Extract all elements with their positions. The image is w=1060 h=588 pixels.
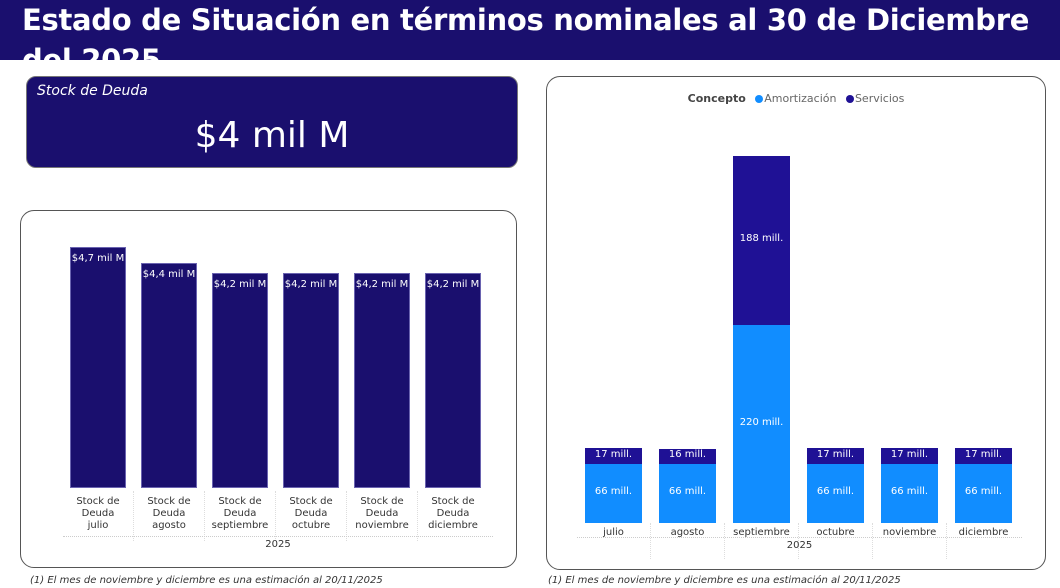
- bar-data-label: 66 mill.: [964, 486, 1003, 498]
- x-axis-label-line: Deuda: [294, 508, 328, 519]
- stock-deuda-card: Stock de Deuda $4 mil M: [26, 76, 518, 168]
- x-axis-label-line: Stock de: [218, 496, 262, 507]
- x-axis-label-line: Stock de: [289, 496, 333, 507]
- kpi-value: $4 mil M: [194, 115, 350, 156]
- stack-bar-servicios: 188 mill.: [733, 155, 790, 325]
- x-axis-label: Stock de Deuda diciembre: [415, 496, 491, 532]
- stack-bar-amortizacion: 66 mill.: [955, 463, 1012, 523]
- legend-dot-servicios: [845, 95, 854, 103]
- bar-data-label: $4,2 mil M: [426, 278, 480, 290]
- x-axis-label-line: Deuda: [436, 508, 470, 519]
- footnote-right: (1) El mes de noviembre y diciembre es u…: [548, 575, 901, 586]
- bar-data-label: 17 mill.: [964, 448, 1003, 460]
- category-divider: [872, 523, 873, 559]
- stock-bar: $4,4 mil M: [141, 262, 197, 488]
- axis-divider: [63, 536, 493, 537]
- bar-data-label: 66 mill.: [668, 486, 707, 498]
- x-axis-label-line: septiembre: [211, 520, 269, 531]
- stock-bar: $4,2 mil M: [212, 272, 268, 488]
- bar-data-label: $4,4 mil M: [142, 268, 196, 280]
- legend-dot-amortizacion: [755, 95, 764, 103]
- x-axis-label-line: Deuda: [365, 508, 399, 519]
- stack-bar-servicios: 16 mill.: [659, 449, 716, 464]
- x-axis-label-line: diciembre: [428, 520, 478, 531]
- bar-data-label: 17 mill.: [816, 448, 855, 460]
- x-axis-label: Stock de Deuda agosto: [131, 496, 207, 532]
- x-axis-label: julio: [603, 527, 624, 538]
- category-divider: [204, 491, 205, 541]
- stack-bar-amortizacion: 66 mill.: [585, 463, 642, 523]
- x-axis-label: Stock de Deuda octubre: [273, 496, 349, 532]
- category-divider: [946, 523, 947, 559]
- stack-bar-servicios: 17 mill.: [881, 448, 938, 464]
- stack-bar-servicios: 17 mill.: [955, 448, 1012, 464]
- stack-bar-amortizacion: 220 mill.: [733, 325, 790, 523]
- stack-bar-amortizacion: 66 mill.: [659, 463, 716, 523]
- bar-data-label: 17 mill.: [594, 448, 633, 460]
- category-divider: [275, 491, 276, 541]
- stock-deuda-chart: $4,7 mil M Stock de Deuda julio $4,4 mil M St…: [20, 210, 517, 568]
- group-label: 2025: [786, 540, 813, 551]
- bar-data-label: 66 mill.: [890, 486, 929, 498]
- category-divider: [417, 491, 418, 541]
- stock-bar: $4,2 mil M: [283, 272, 339, 488]
- x-axis-label: Stock de Deuda septiembre: [202, 496, 278, 532]
- x-axis-label-line: octubre: [291, 520, 331, 531]
- stack-bar-servicios: 17 mill.: [807, 448, 864, 464]
- bar-data-label: 220 mill.: [739, 417, 784, 428]
- legend-servicios[interactable]: Servicios: [854, 92, 905, 105]
- x-axis-label: diciembre: [958, 527, 1009, 538]
- bar-data-label: 16 mill.: [668, 449, 707, 461]
- bar-data-label: $4,7 mil M: [71, 253, 125, 265]
- bar-data-label: 66 mill.: [816, 486, 855, 498]
- bar-data-label: 66 mill.: [594, 486, 633, 498]
- bar-data-label: $4,2 mil M: [213, 278, 267, 290]
- bar-data-label: $4,2 mil M: [284, 278, 338, 290]
- category-divider: [724, 523, 725, 559]
- category-divider: [798, 523, 799, 559]
- stock-bar: $4,2 mil M: [354, 272, 410, 488]
- x-axis-label: septiembre: [733, 527, 790, 538]
- x-axis-label: Stock de Deuda noviembre: [344, 496, 420, 532]
- x-axis-label-line: Stock de: [431, 496, 475, 507]
- stack-bar-amortizacion: 66 mill.: [881, 463, 938, 523]
- legend-title: Concepto: [687, 92, 746, 105]
- axis-divider: [577, 537, 1022, 538]
- legend-amortizacion[interactable]: Amortización: [764, 92, 837, 105]
- category-divider: [133, 491, 134, 541]
- stack-bar-servicios: 17 mill.: [585, 448, 642, 464]
- chart-legend: Concepto Amortización Servicios: [547, 92, 1045, 105]
- bar-data-label: $4,2 mil M: [355, 278, 409, 290]
- kpi-label: Stock de Deuda: [37, 83, 148, 99]
- x-axis-label: octubre: [816, 527, 855, 538]
- x-axis-label-line: Deuda: [223, 508, 257, 519]
- bar-data-label: 188 mill.: [739, 233, 784, 245]
- bar-data-label: 17 mill.: [890, 448, 929, 460]
- x-axis-label-line: agosto: [152, 520, 186, 531]
- stock-bar: $4,7 mil M: [70, 247, 126, 488]
- group-label: 2025: [265, 539, 291, 550]
- x-axis-label-line: Stock de: [147, 496, 191, 507]
- page-title: Estado de Situación en términos nominale…: [0, 0, 1060, 77]
- x-axis-label-line: Stock de: [76, 496, 120, 507]
- x-axis-label-line: Deuda: [152, 508, 186, 519]
- amortizacion-servicios-chart: Concepto Amortización Servicios 66 mill.…: [546, 76, 1046, 570]
- x-axis-label-line: Deuda: [81, 508, 115, 519]
- x-axis-label: agosto: [670, 527, 705, 538]
- category-divider: [346, 491, 347, 541]
- footnote-left: (1) El mes de noviembre y diciembre es u…: [30, 575, 383, 586]
- stack-bar-amortizacion: 66 mill.: [807, 463, 864, 523]
- category-divider: [650, 523, 651, 559]
- x-axis-label-line: Stock de: [360, 496, 404, 507]
- stock-bar: $4,2 mil M: [425, 272, 481, 488]
- x-axis-label: Stock de Deuda julio: [60, 496, 136, 532]
- x-axis-label-line: julio: [87, 520, 109, 531]
- x-axis-label: noviembre: [882, 527, 937, 538]
- x-axis-label-line: noviembre: [355, 520, 409, 531]
